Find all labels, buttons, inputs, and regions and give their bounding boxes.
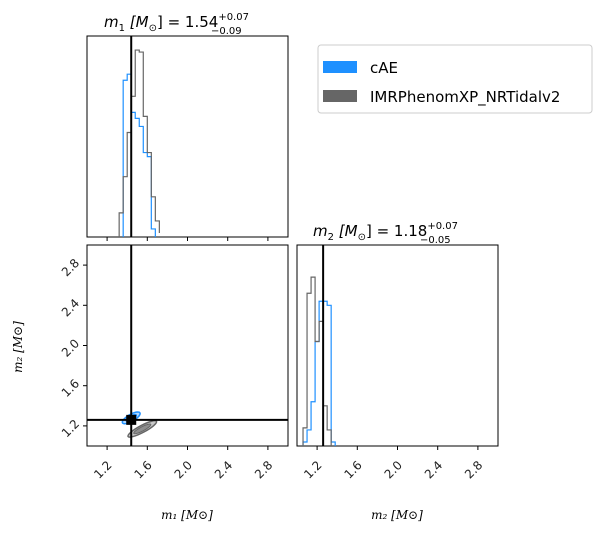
m2-hist-series-1 [302,276,332,446]
m1-hist-series-1 [118,49,160,237]
legend-swatch-imrphenom [323,90,357,102]
legend-frame [317,44,593,114]
legend-swatch-cae [323,61,357,73]
legend: cAE IMRPhenomXP_NRTidalv2 [317,44,593,114]
title-m2: m2 [M⊙] = 1.18+0.07 −0.05 [313,221,458,246]
m1-histogram-panel [86,35,289,241]
x-axis-label-m1: m₁ [M⊙] [161,508,213,522]
legend-label-imrphenom: IMRPhenomXP_NRTidalv2 [370,88,560,107]
joint-contour-inner-series-1 [133,423,152,435]
legend-label-cae: cAE [370,59,398,77]
joint-injection-marker [126,414,137,425]
x-axis-label-m2: m₂ [M⊙] [371,508,423,522]
title-m1: m1 [M⊙] = 1.54+0.07 −0.09 [104,12,249,37]
y-axis-label-m2: m₂ [M⊙] [11,321,25,373]
